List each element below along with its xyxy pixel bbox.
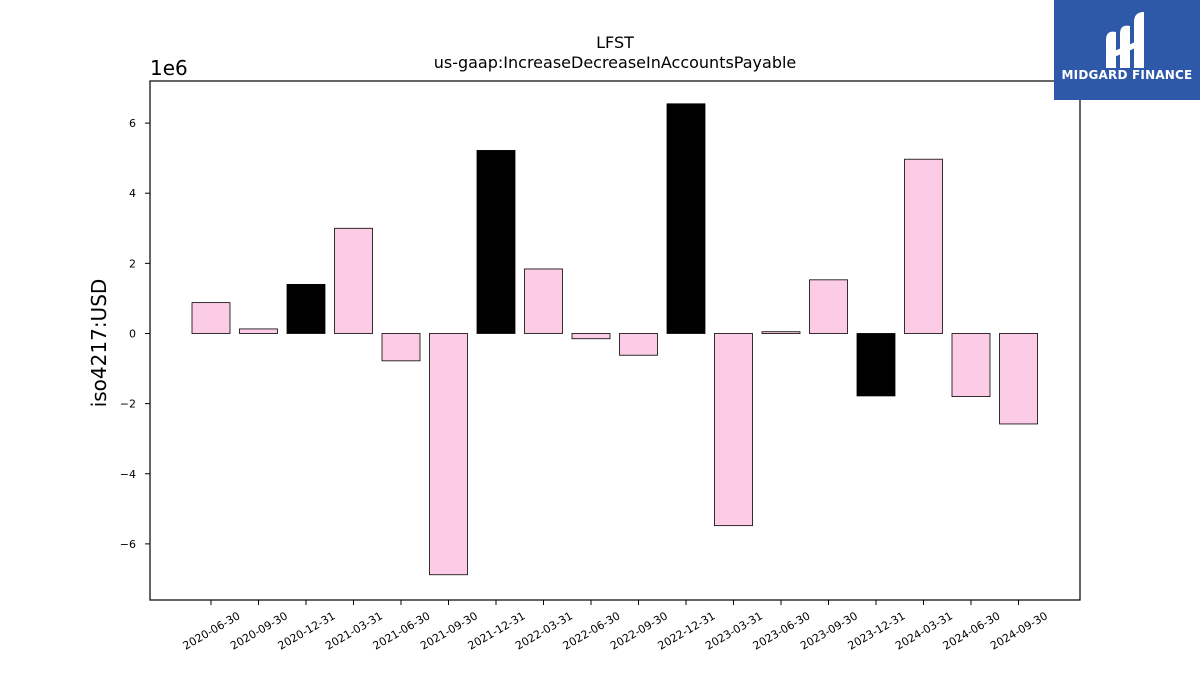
y-tick-label: 0 bbox=[129, 327, 136, 340]
chart-subtitle: us-gaap:IncreaseDecreaseInAccountsPayabl… bbox=[434, 53, 797, 72]
bar-2020-09-30 bbox=[239, 328, 278, 334]
bar-2020-12-31 bbox=[286, 283, 326, 334]
bar-2023-09-30 bbox=[809, 279, 848, 334]
bar-2023-03-31 bbox=[714, 333, 753, 527]
bar-2021-09-30 bbox=[429, 333, 468, 576]
logo-text: MIDGARD FINANCE bbox=[1061, 68, 1193, 82]
y-tick-label: −6 bbox=[120, 538, 136, 551]
y-tick-label: −4 bbox=[120, 468, 136, 481]
y-tick-label: 4 bbox=[129, 187, 136, 200]
y-axis-ticks: −6 −4 −2 0 2 4 6 bbox=[120, 117, 150, 551]
y-axis-label: iso4217:USD bbox=[87, 279, 111, 408]
bar-2023-06-30 bbox=[761, 331, 801, 334]
bar-2021-12-31 bbox=[476, 150, 516, 334]
y-tick-label: −2 bbox=[120, 398, 136, 411]
bar-2024-06-30 bbox=[951, 333, 991, 398]
bar-2022-03-31 bbox=[524, 268, 563, 334]
bar-2020-06-30 bbox=[191, 302, 231, 334]
y-tick-label: 2 bbox=[129, 257, 136, 270]
bar-2022-06-30 bbox=[571, 333, 611, 340]
bar-2024-03-31 bbox=[904, 158, 943, 334]
bar-2021-03-31 bbox=[334, 227, 373, 334]
chart-title: LFST bbox=[596, 33, 634, 52]
x-axis-ticks: 2020-06-302020-09-302020-12-312021-03-31… bbox=[181, 600, 1050, 653]
y-tick-label: 6 bbox=[129, 117, 136, 130]
bars-group bbox=[191, 103, 1038, 576]
plot-frame bbox=[149, 80, 1081, 601]
bar-2024-09-30 bbox=[999, 333, 1038, 425]
bar-2023-12-31 bbox=[856, 333, 896, 397]
midgard-finance-logo: MIDGARD FINANCE bbox=[1054, 0, 1200, 100]
bar-2022-12-31 bbox=[666, 103, 706, 334]
y-axis-multiplier: 1e6 bbox=[150, 56, 188, 80]
bar-2021-06-30 bbox=[381, 333, 421, 362]
logo-mark-icon bbox=[1106, 12, 1144, 68]
bar-2022-09-30 bbox=[619, 333, 658, 356]
